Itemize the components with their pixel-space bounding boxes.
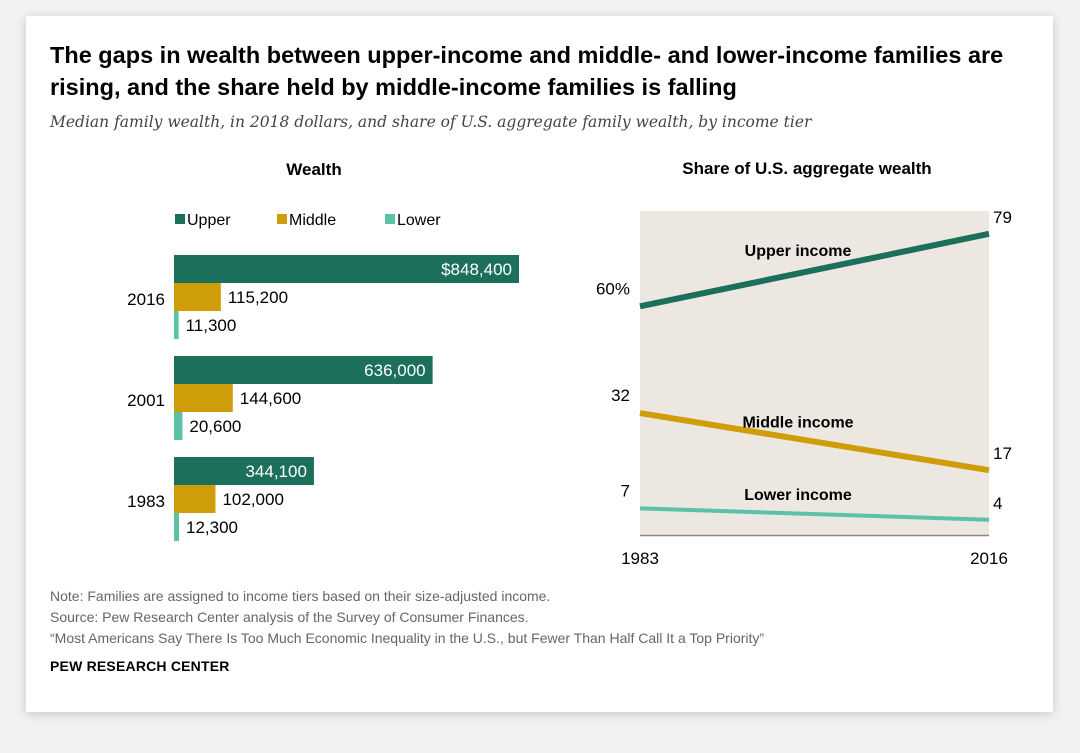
share-chart-title: Share of U.S. aggregate wealth — [682, 159, 931, 178]
note-text: Note: Families are assigned to income ti… — [50, 588, 551, 604]
wealth-bar-chart: Wealth Upper Middle Lower 2016 $848,400 115,… — [127, 160, 519, 541]
start-label-upper: 60% — [596, 279, 630, 298]
bar-label-middle-2001: 144,600 — [240, 389, 301, 408]
brand-logo-text: PEW RESEARCH CENTER — [50, 658, 230, 674]
bar-lower-2016 — [174, 311, 179, 339]
category-label-1983: 1983 — [127, 492, 165, 511]
category-label-2001: 2001 — [127, 391, 165, 410]
legend-label-lower: Lower — [397, 212, 441, 229]
bar-middle-1983 — [174, 485, 216, 513]
end-label-middle: 17 — [993, 444, 1012, 463]
chart-subtitle: Median family wealth, in 2018 dollars, a… — [50, 113, 812, 131]
bar-middle-2001 — [174, 384, 233, 412]
x-tick-2016: 2016 — [970, 549, 1008, 568]
series-label-upper: Upper income — [745, 243, 852, 260]
bar-label-lower-2001: 20,600 — [189, 417, 241, 436]
share-lines: 60% 79 Upper income 32 17 Middle income 7 4 Lowe… — [596, 208, 1012, 568]
bar-label-lower-1983: 12,300 — [186, 518, 238, 537]
line-middle — [639, 410, 990, 474]
notes-block: Note: Families are assigned to income ti… — [50, 586, 764, 649]
wealth-bars: 2016 $848,400 115,200 11,300 2001 636,000 144,… — [127, 255, 519, 541]
legend-swatch-middle — [277, 214, 287, 224]
bar-label-upper-1983: 344,100 — [245, 462, 306, 481]
x-tick-1983: 1983 — [621, 549, 659, 568]
end-label-upper: 79 — [993, 208, 1012, 227]
chart-title: The gaps in wealth between upper-income … — [50, 42, 1004, 100]
bar-upper-2016 — [174, 255, 519, 283]
start-label-lower: 7 — [621, 481, 630, 500]
source-text: Source: Pew Research Center analysis of … — [50, 609, 529, 625]
legend-label-middle: Middle — [289, 212, 336, 229]
bar-upper-2001 — [174, 356, 433, 384]
bar-upper-1983 — [174, 457, 314, 485]
end-label-lower: 4 — [993, 494, 1002, 513]
line-lower — [639, 506, 990, 522]
bar-middle-2016 — [174, 283, 221, 311]
legend-label-upper: Upper — [187, 212, 231, 229]
report-title-text: “Most Americans Say There Is Too Much Ec… — [50, 630, 765, 646]
bar-lower-2001 — [174, 412, 183, 440]
bar-label-upper-2016: $848,400 — [441, 260, 512, 279]
bar-label-middle-2016: 115,200 — [228, 288, 288, 307]
start-label-middle: 32 — [611, 386, 630, 405]
series-label-middle: Middle income — [742, 415, 853, 432]
legend-swatch-lower — [385, 214, 395, 224]
wealth-chart-title: Wealth — [286, 160, 341, 179]
legend-swatch-upper — [175, 214, 185, 224]
bar-label-middle-1983: 102,000 — [222, 490, 283, 509]
share-line-chart: Share of U.S. aggregate wealth 60% 79 Uppe… — [596, 159, 1012, 568]
series-label-lower: Lower income — [744, 487, 852, 504]
bar-lower-1983 — [174, 513, 180, 541]
category-label-2016: 2016 — [127, 290, 165, 309]
bar-label-lower-2016: 11,300 — [186, 316, 237, 335]
line-upper — [639, 230, 990, 310]
bar-label-upper-2001: 636,000 — [364, 361, 425, 380]
share-plot-background — [640, 211, 989, 535]
wealth-legend: Upper Middle Lower — [175, 212, 441, 229]
